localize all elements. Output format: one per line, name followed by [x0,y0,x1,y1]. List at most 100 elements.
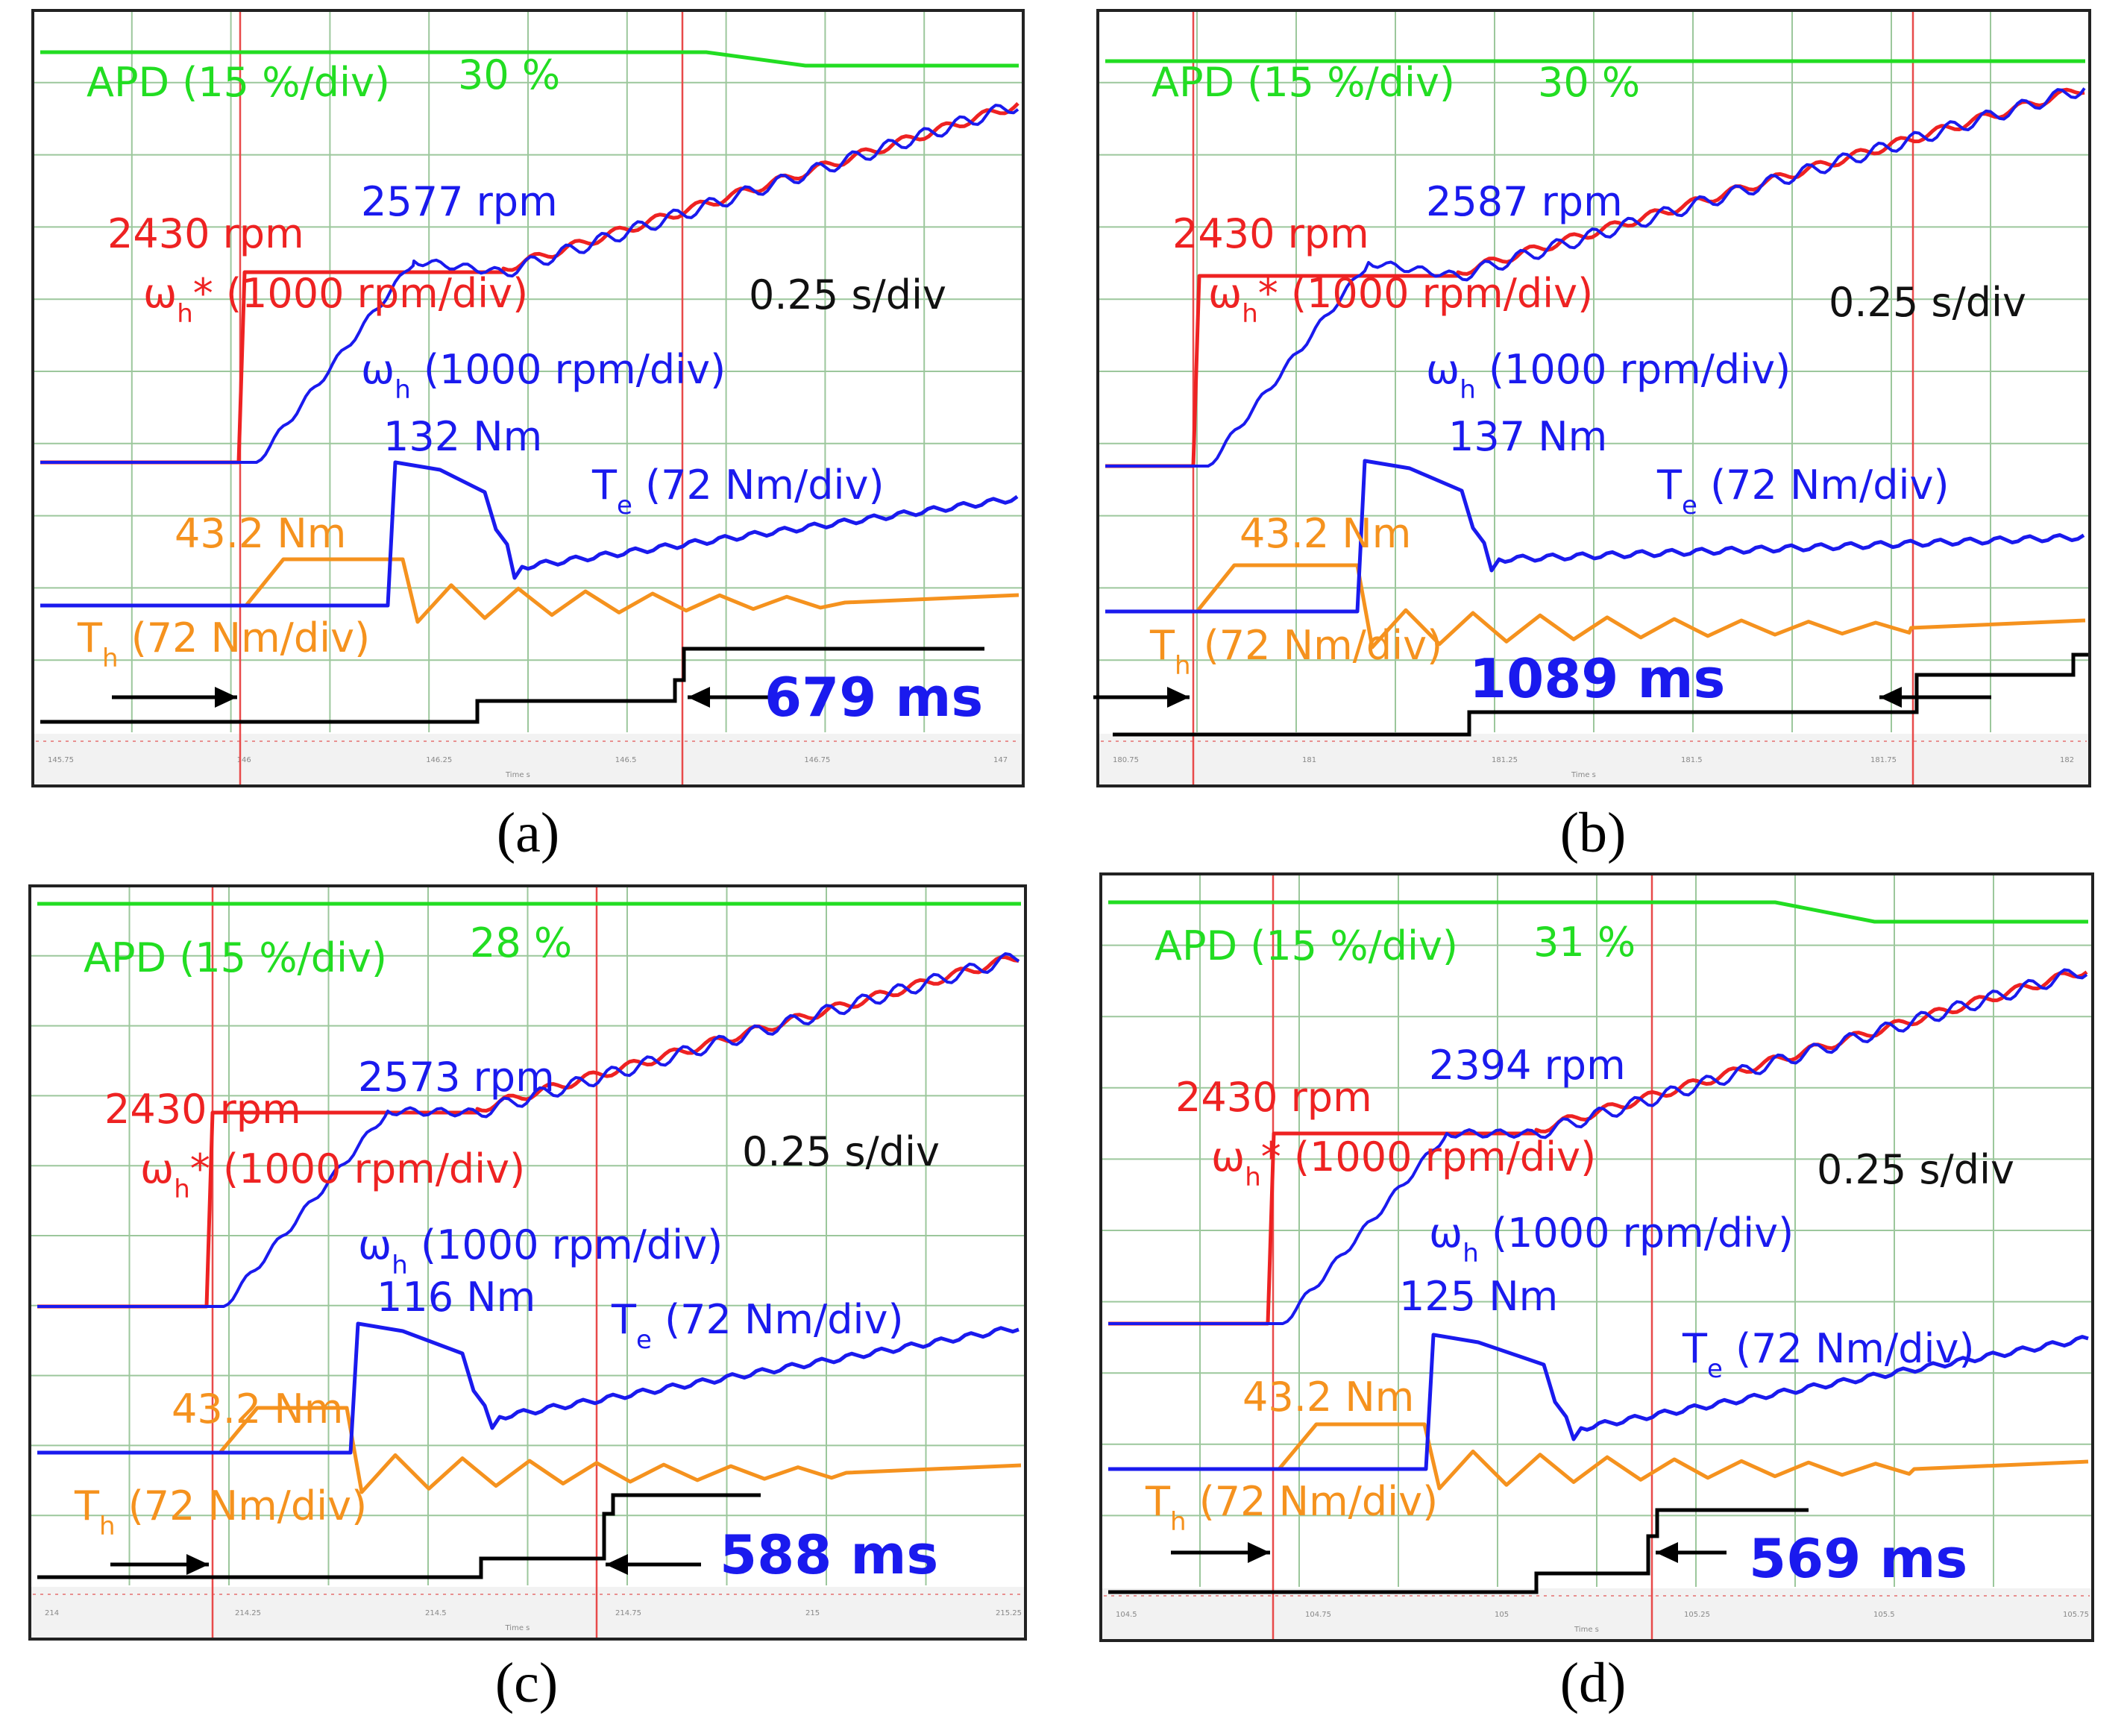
measured-speed-legend-text: (1000 rpm/div) [408,1221,723,1268]
shift-start-arrow-head [215,687,237,708]
apd-value: 30 % [1538,59,1640,106]
shift-end-arrow [688,687,768,708]
x-tick-label: 145.75 [48,756,74,764]
x-tick-label: 182 [2060,756,2074,764]
x-axis-label: Time s [1571,771,1596,779]
reference-speed-label: 2430 rpm [104,1086,301,1133]
measured-speed-trace [1105,87,2086,468]
reference-speed-label: 2430 rpm [107,210,304,257]
reference-speed-legend-subscript: h [174,1174,190,1204]
reference-speed-label: 2430 rpm [1172,210,1369,257]
measured-speed-legend-symbol: ω [1429,1210,1462,1257]
time-axis-strip [1102,1588,2091,1639]
shift-start-arrow [110,1554,209,1575]
timebase-label: 0.25 s/div [1829,279,2026,326]
apd-value: 30 % [458,51,560,98]
reference-speed-legend-text: * (1000 rpm/div) [1261,1133,1596,1180]
panel-d: 104.5 104.75 105 105.25 105.5 105.75 Time s APD… [1099,872,2094,1642]
panel-caption-b: (b) [1560,802,1627,864]
engine-torque-legend: Te (72 Nm/div) [1656,462,1950,521]
shift-start-arrow-head [1248,1542,1270,1563]
reference-speed-legend-subscript: h [1242,299,1258,329]
grid [31,887,1024,1585]
shift-start-arrow-head [1167,687,1190,708]
x-tick-label: 146 [237,756,251,764]
x-tick-label: 105.75 [2063,1611,2089,1619]
reference-speed-legend-text: * (1000 rpm/div) [1258,270,1593,317]
x-tick-label: 214.75 [615,1609,641,1617]
hybrid-torque-legend-subscript: h [1175,651,1191,681]
x-tick-label: 215.25 [996,1609,1022,1617]
reference-speed-trace [1108,970,2088,1326]
hybrid-torque-legend-text: (72 Nm/div) [1187,1478,1439,1525]
reference-speed-legend: ωh* (1000 rpm/div) [140,1145,525,1204]
measured-speed-legend-text: (1000 rpm/div) [411,346,726,393]
hybrid-torque-legend-subscript: h [99,1512,116,1541]
time-axis-strip [1099,734,2088,784]
engine-torque-peak-label: 116 Nm [377,1274,535,1321]
engine-torque-trace [40,460,1019,608]
panel-b: 180.75 181 181.25 181.5 181.75 182 Time s APD (… [1093,9,2091,787]
gear-signal-trace [37,1493,761,1579]
hybrid-torque-peak-label: 43.2 Nm [175,510,346,557]
reference-speed-legend: ωh* (1000 rpm/div) [1208,270,1593,329]
measured-speed-trace [40,104,1019,464]
hybrid-torque-legend: Th (72 Nm/div) [77,614,370,673]
engine-torque-legend-symbol: T [1682,1325,1708,1372]
hybrid-torque-trace [1108,1422,2089,1491]
x-tick-label: 215 [805,1609,820,1617]
measured-speed-legend-subscript: h [1460,375,1476,405]
shift-end-arrow-head [1879,687,1902,708]
hybrid-torque-trace [1105,563,2086,650]
measured-speed-legend-subscript: h [395,375,411,405]
reference-speed-legend: ωh* (1000 rpm/div) [143,270,528,329]
measured-speed-legend-subscript: h [392,1251,408,1280]
time-axis-strip [34,734,1022,784]
apd-value: 28 % [470,919,572,966]
apd-label: APD (15 %/div) [87,59,390,106]
engine-torque-legend-subscript: e [617,491,632,521]
shift-start-arrow [1171,1542,1270,1563]
x-tick-label: 146.75 [804,756,830,764]
hybrid-torque-trace [40,557,1019,624]
x-axis-label: Time s [505,771,530,779]
engine-torque-legend: Te (72 Nm/div) [591,462,885,521]
hybrid-torque-legend: Th (72 Nm/div) [1145,1478,1438,1537]
hybrid-torque-legend-text: (72 Nm/div) [116,1482,368,1529]
hybrid-torque-legend: Th (72 Nm/div) [74,1482,367,1541]
hybrid-torque-legend: Th (72 Nm/div) [1149,622,1442,681]
x-axis-label: Time s [1574,1626,1599,1634]
apd-label: APD (15 %/div) [84,934,387,981]
apd-label: APD (15 %/div) [1152,59,1455,106]
x-tick-label: 214.5 [425,1609,447,1617]
panel-c: 214 214.25 214.5 214.75 215 215.25 Time s APD (… [28,884,1027,1641]
reference-speed-legend: ωh* (1000 rpm/div) [1211,1133,1596,1192]
measured-speed-trace [1108,968,2088,1325]
hybrid-torque-legend-subscript: h [1170,1507,1187,1537]
hybrid-torque-legend-symbol: T [1145,1478,1171,1525]
shift-time-label: 588 ms [720,1523,938,1586]
speed-peak-label: 2394 rpm [1429,1042,1626,1089]
reference-speed-legend-symbol: ω [143,270,177,317]
engine-torque-trace [37,1321,1019,1455]
hybrid-torque-peak-label: 43.2 Nm [1240,510,1411,557]
measured-speed-legend: ωh (1000 rpm/div) [361,346,726,405]
panel-caption-c: (c) [495,1652,558,1714]
shift-time-label: 679 ms [764,666,983,729]
hybrid-torque-peak-label: 43.2 Nm [172,1386,343,1432]
x-tick-label: 214.25 [235,1609,261,1617]
measured-speed-legend: ωh (1000 rpm/div) [1429,1210,1794,1268]
engine-torque-legend: Te (72 Nm/div) [1682,1325,1975,1384]
reference-speed-legend-symbol: ω [1211,1133,1245,1180]
panel-caption-d: (d) [1560,1652,1627,1714]
measured-speed-legend: ωh (1000 rpm/div) [1426,346,1791,405]
hybrid-torque-peak-label: 43.2 Nm [1242,1374,1414,1421]
reference-speed-legend-symbol: ω [1208,270,1242,317]
x-tick-label: 146.5 [615,756,637,764]
x-tick-label: 104.75 [1305,1611,1331,1619]
panel-a: 145.75 146 146.25 146.5 146.75 147 Time s APD (… [31,9,1025,787]
speed-peak-label: 2577 rpm [361,178,558,225]
shift-end-arrow [1879,687,1991,708]
measured-speed-legend: ωh (1000 rpm/div) [358,1221,723,1280]
